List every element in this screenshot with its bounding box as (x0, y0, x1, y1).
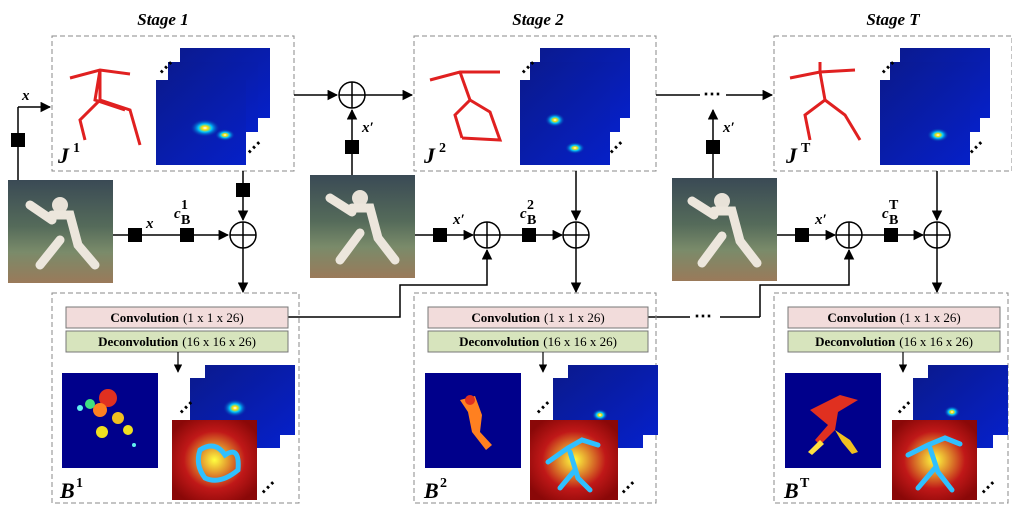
stage-2-body-heatmaps (530, 365, 658, 500)
cb-label-stage1: c 1 B (174, 198, 190, 228)
x-prime-label-top-2: x′ (722, 120, 735, 136)
stack-dots: ⋯ (974, 474, 1001, 501)
svg-text:1: 1 (76, 476, 83, 491)
block-square (128, 228, 142, 242)
x-prime-label-stage2: x′ (452, 212, 465, 228)
stage-t-conv-block: Convolution (1 x 1 x 26) Deconvolution (… (787, 306, 1001, 353)
cb-label-stage2: c 2 B (520, 198, 536, 228)
svg-text:B: B (527, 213, 536, 228)
stage-t-skeleton (789, 62, 862, 141)
x-prime-label-top-1: x′ (361, 120, 374, 136)
svg-text:B: B (59, 478, 75, 503)
stage-2-joint-heatmaps (520, 48, 630, 165)
svg-text:T: T (801, 141, 811, 156)
svg-text:Deconvolution (16 x 16 x 26): Deconvolution (16 x 16 x 26) (98, 333, 256, 350)
stage-1-title: Stage 1 (137, 10, 188, 29)
stage-2-body-label: B 2 (423, 476, 447, 503)
stage-t-body-heatmaps (892, 365, 1008, 500)
svg-text:B: B (889, 213, 898, 228)
svg-text:J: J (423, 143, 436, 168)
stage-2-part-mask (425, 373, 521, 468)
ellipsis-bottom: ⋯ (694, 306, 712, 326)
stage-2-input-image (310, 175, 415, 278)
stage-2-skeleton (429, 70, 503, 142)
svg-text:B: B (783, 478, 799, 503)
block-square (884, 228, 898, 242)
stage-t-joint-heatmaps (880, 48, 990, 165)
stage-1-body-label: B 1 (59, 476, 83, 503)
stack-dots: ⋯ (529, 394, 556, 421)
block-square (345, 140, 359, 154)
svg-text:Deconvolution (16 x 16 x 26): Deconvolution (16 x 16 x 26) (459, 333, 617, 350)
block-square (522, 228, 536, 242)
block-square (433, 228, 447, 242)
svg-text:B: B (181, 213, 190, 228)
x-prime-label-stage-t: x′ (814, 212, 827, 228)
stage-t-joint-box (773, 35, 1012, 172)
stage-2-title: Stage 2 (512, 10, 564, 29)
block-square (11, 133, 25, 147)
svg-text:J: J (785, 143, 798, 168)
stage-1-joint-box (51, 35, 295, 172)
stage-t-title: Stage T (866, 10, 920, 29)
stage-1-joint-heatmaps (156, 48, 270, 165)
svg-text:1: 1 (181, 198, 188, 213)
svg-text:2: 2 (440, 476, 447, 491)
stage-2-joint-box (413, 35, 657, 172)
edge (759, 248, 855, 317)
svg-text:T: T (889, 198, 899, 213)
stage-t-part-mask (785, 373, 881, 468)
svg-text:Deconvolution (16 x 16 x 26): Deconvolution (16 x 16 x 26) (815, 333, 973, 350)
svg-text:2: 2 (527, 198, 534, 213)
stage-2-conv-block: Convolution (1 x 1 x 26) Deconvolution (… (427, 306, 649, 353)
ellipsis-top: ⋯ (703, 84, 721, 104)
svg-text:2: 2 (439, 141, 446, 156)
stage-1-body-box (51, 292, 300, 504)
stage-t-body-label: B T (783, 476, 810, 503)
svg-text:c: c (520, 206, 527, 222)
block-square (180, 228, 194, 242)
stage-1-part-mask (62, 373, 158, 468)
stage-2-joint-label: J 2 (423, 141, 446, 168)
svg-text:c: c (882, 206, 889, 222)
block-square (236, 183, 250, 197)
svg-text:1: 1 (73, 141, 80, 156)
svg-text:Convolution (1 x 1 x 26): Convolution (1 x 1 x 26) (471, 309, 604, 326)
block-square (706, 140, 720, 154)
stage-1-skeleton (69, 68, 142, 146)
svg-text:Convolution (1 x 1 x 26): Convolution (1 x 1 x 26) (110, 309, 243, 326)
svg-text:J: J (57, 143, 70, 168)
edge (288, 248, 493, 318)
svg-text:Convolution (1 x 1 x 26): Convolution (1 x 1 x 26) (827, 309, 960, 326)
block-square (795, 228, 809, 242)
x-label-stage1-top: x (21, 88, 30, 104)
stack-dots: ⋯ (254, 474, 281, 501)
x-label-stage1: x (145, 216, 154, 232)
stage-t-joint-label: J T (785, 141, 811, 168)
svg-text:c: c (174, 206, 181, 222)
stage-1-joint-label: J 1 (57, 141, 80, 168)
stage-1-body-heatmaps (172, 365, 295, 500)
stage-1-input-image (8, 180, 113, 283)
stage-t-input-image (672, 178, 777, 281)
stage-1-conv-block: Convolution (1 x 1 x 26) Deconvolution (… (65, 306, 289, 353)
stack-dots: ⋯ (614, 474, 641, 501)
cb-label-stage-t: c T B (882, 198, 899, 228)
svg-text:T: T (800, 476, 810, 491)
svg-text:B: B (423, 478, 439, 503)
